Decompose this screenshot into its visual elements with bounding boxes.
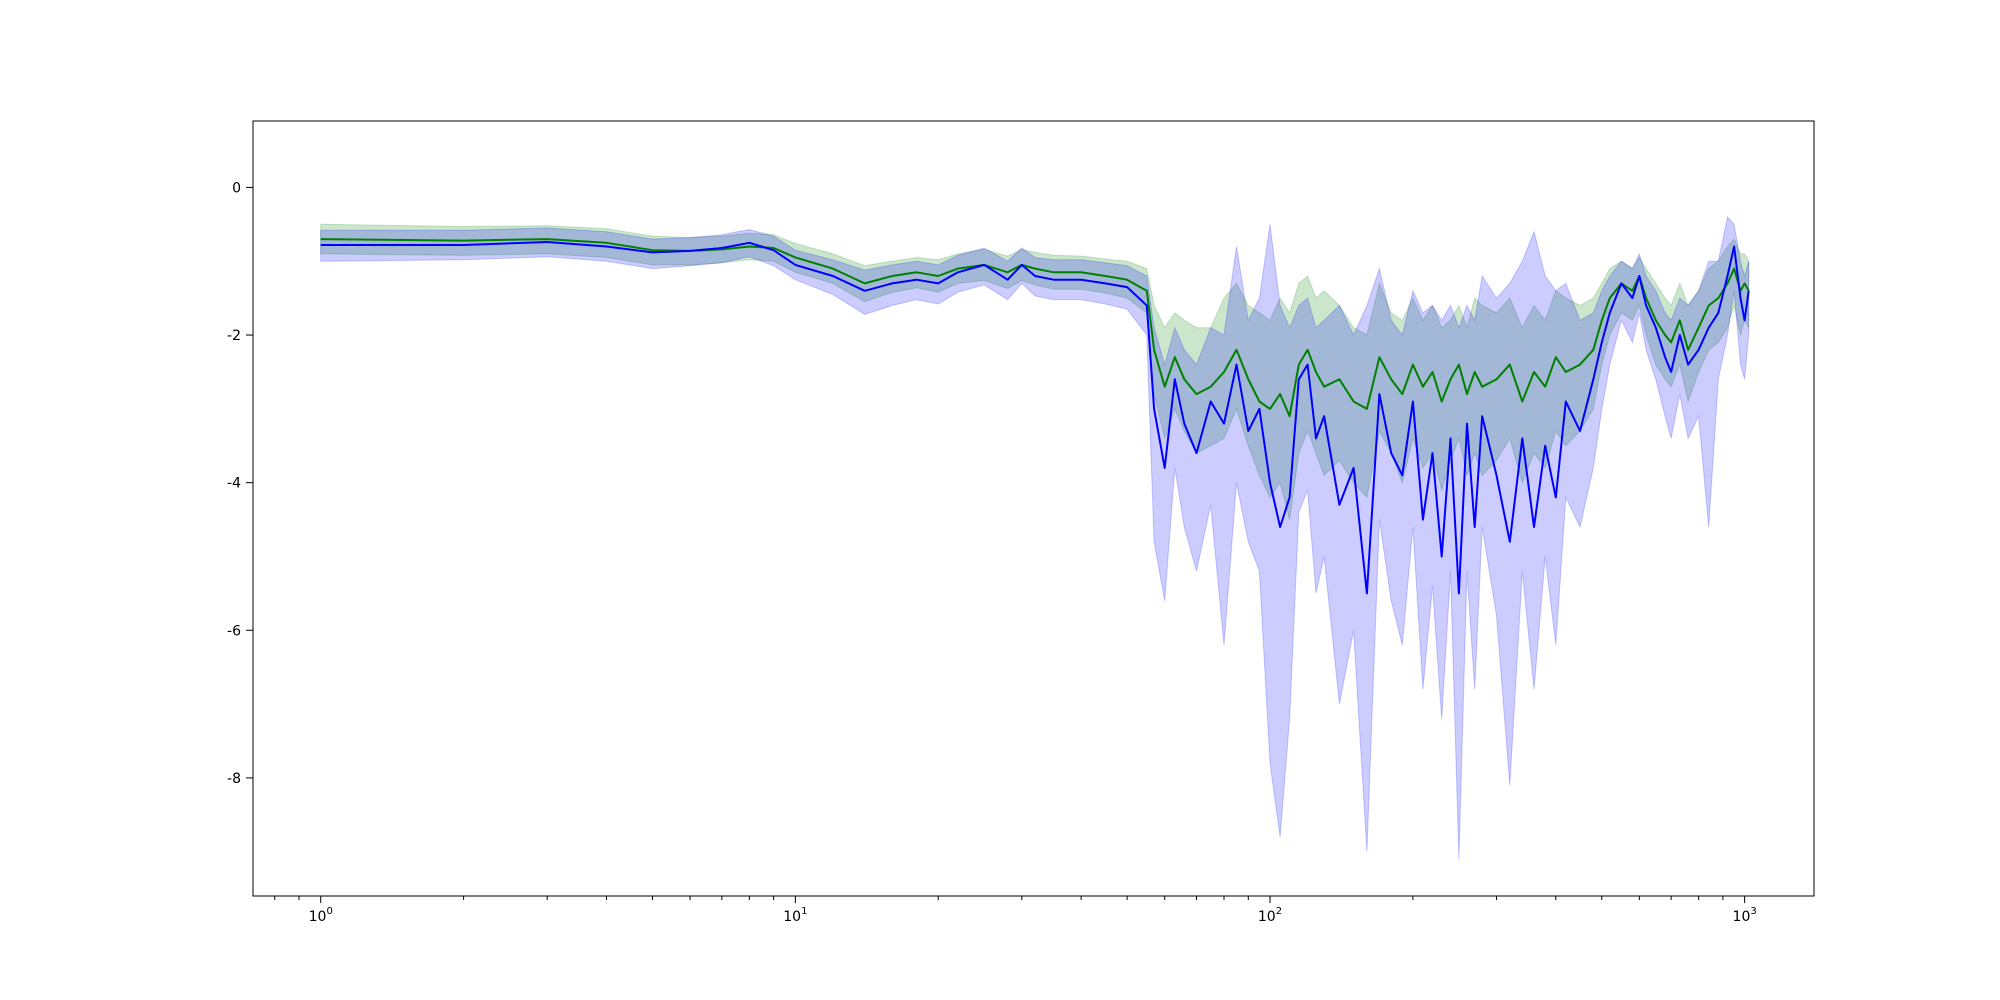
- y-axis: 0 -2 -4 -6 -8: [227, 180, 253, 787]
- plot-frame: [252, 120, 1815, 897]
- x-tick-label: 102: [1258, 906, 1282, 925]
- y-tick-label: 0: [232, 180, 241, 196]
- x-tick-label: 101: [783, 906, 807, 925]
- plot-area: [320, 215, 1750, 860]
- series-2-confidence-band: [320, 215, 1750, 860]
- y-tick-label: -8: [227, 771, 241, 787]
- x-tick-label: 100: [309, 906, 333, 925]
- x-tick-label: 103: [1733, 906, 1757, 925]
- y-tick-label: -2: [227, 328, 241, 344]
- x-axis: 100 101 102 103: [274, 896, 1757, 925]
- series-1-confidence-band: [320, 223, 1750, 520]
- y-tick-label: -4: [227, 476, 241, 492]
- series-2-line: [320, 241, 1750, 595]
- y-tick-label: -6: [227, 623, 241, 639]
